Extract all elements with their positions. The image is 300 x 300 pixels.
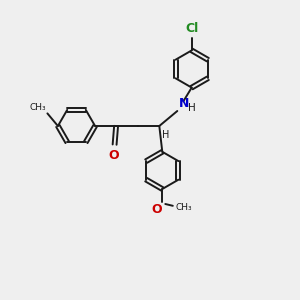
- Text: H: H: [162, 130, 169, 140]
- Text: CH₃: CH₃: [176, 202, 192, 211]
- Text: H: H: [188, 103, 196, 113]
- Text: N: N: [178, 97, 189, 110]
- Text: Cl: Cl: [185, 22, 198, 35]
- Text: O: O: [152, 203, 162, 216]
- Text: O: O: [109, 149, 119, 162]
- Text: CH₃: CH₃: [29, 103, 46, 112]
